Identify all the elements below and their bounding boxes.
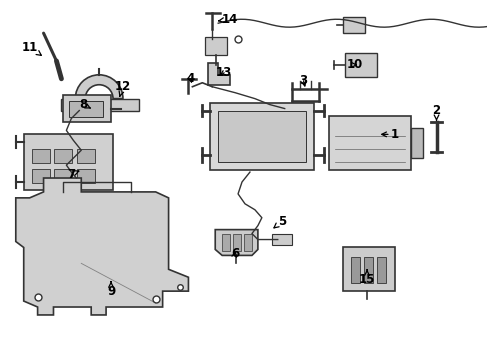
- Bar: [69, 100, 103, 117]
- Bar: [343, 17, 365, 33]
- Bar: [233, 234, 241, 251]
- Text: 5: 5: [273, 215, 285, 228]
- Bar: [410, 129, 422, 158]
- Text: 6: 6: [230, 247, 239, 260]
- Polygon shape: [208, 63, 230, 85]
- Text: 1: 1: [381, 128, 398, 141]
- Bar: [61, 99, 139, 111]
- Bar: [54, 169, 72, 183]
- Polygon shape: [16, 178, 188, 315]
- Polygon shape: [215, 230, 257, 255]
- Bar: [271, 234, 291, 246]
- Text: 12: 12: [115, 80, 131, 96]
- Bar: [345, 53, 376, 77]
- Bar: [218, 111, 305, 162]
- Text: 9: 9: [107, 282, 115, 298]
- Bar: [364, 257, 372, 283]
- Bar: [54, 149, 72, 163]
- Text: 15: 15: [358, 270, 374, 286]
- Text: 11: 11: [21, 41, 41, 55]
- Text: 2: 2: [431, 104, 440, 120]
- Text: 10: 10: [346, 58, 363, 71]
- Bar: [222, 234, 230, 251]
- Bar: [63, 95, 111, 122]
- Bar: [63, 174, 83, 184]
- Bar: [376, 257, 385, 283]
- Bar: [24, 134, 113, 190]
- Bar: [328, 116, 410, 170]
- Bar: [343, 247, 394, 291]
- Bar: [350, 257, 359, 283]
- Bar: [77, 169, 95, 183]
- Bar: [205, 37, 226, 55]
- Bar: [210, 103, 314, 170]
- Wedge shape: [75, 75, 122, 99]
- Text: 8: 8: [79, 98, 90, 111]
- Bar: [244, 234, 251, 251]
- Bar: [32, 169, 49, 183]
- Text: 3: 3: [299, 74, 307, 87]
- Bar: [32, 149, 49, 163]
- Text: 7: 7: [67, 167, 79, 181]
- Text: 4: 4: [186, 72, 194, 85]
- Text: 13: 13: [216, 66, 232, 79]
- Text: 14: 14: [218, 13, 238, 26]
- Bar: [77, 149, 95, 163]
